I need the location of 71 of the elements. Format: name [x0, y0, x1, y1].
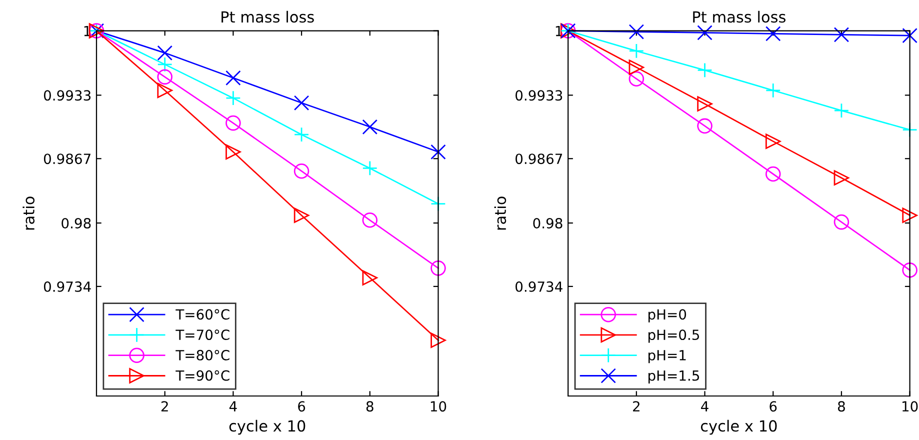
point: [226, 70, 241, 86]
point: [765, 26, 781, 42]
point: [902, 28, 918, 44]
legend-label: T=60°C: [176, 309, 230, 320]
x-tick-label: 6: [298, 401, 306, 412]
legend-label: pH=1: [648, 350, 686, 364]
x-tick-label: 8: [838, 401, 845, 412]
x-tick-label: 4: [229, 401, 237, 412]
y-axis-title: ratio: [22, 196, 35, 230]
chart-title: Pt mass loss: [693, 10, 786, 23]
point: [697, 118, 712, 134]
x-tick-label: 2: [161, 401, 168, 412]
point: [430, 144, 446, 160]
legend-label: pH=0.5: [648, 330, 700, 343]
point: [294, 126, 310, 142]
point: [697, 62, 712, 78]
point: [157, 45, 172, 61]
x-axis-title: cycle x 10: [229, 420, 306, 435]
point: [362, 270, 378, 286]
point: [362, 119, 378, 135]
point: [697, 96, 712, 112]
point: [226, 144, 241, 160]
point: [697, 25, 712, 40]
point: [362, 212, 378, 228]
point: [765, 134, 781, 149]
point: [765, 82, 781, 98]
point: [157, 82, 172, 98]
x-tick-label: 10: [430, 401, 446, 412]
legend-label: T=80°C: [176, 350, 230, 360]
x-tick-label: 10: [902, 401, 918, 412]
point: [226, 115, 241, 131]
point: [834, 214, 850, 230]
y-tick-label: 0.9734: [44, 281, 91, 292]
point: [157, 56, 172, 72]
point: [628, 43, 644, 59]
point: [834, 170, 850, 186]
point: [628, 71, 644, 86]
point: [362, 160, 378, 176]
point: [157, 69, 172, 85]
legend-label: pH=0: [648, 309, 686, 322]
point: [430, 260, 446, 276]
x-tick-label: 4: [701, 401, 708, 412]
legend-label: T=90°C: [176, 370, 230, 381]
legend-label: T=70°C: [176, 330, 230, 340]
y-tick-label: 0.98: [62, 218, 91, 228]
y-axis-title: ratio: [494, 196, 506, 230]
y-tick-label: 0.9734: [516, 281, 562, 292]
point: [834, 27, 850, 42]
y-tick-label: 0.9867: [516, 154, 562, 164]
point: [226, 90, 241, 106]
point: [294, 95, 310, 111]
point: [902, 122, 918, 138]
point: [294, 208, 310, 223]
x-tick-label: 6: [770, 401, 777, 412]
y-tick-label: 0.98: [533, 218, 562, 228]
y-tick-label: 0.9867: [44, 154, 90, 164]
point: [902, 262, 918, 278]
x-axis-title: cycle x 10: [700, 420, 777, 435]
x-tick-label: 2: [633, 401, 640, 412]
point: [430, 332, 446, 348]
point: [902, 208, 918, 223]
point: [765, 166, 781, 182]
y-tick-label: 0.9933: [516, 90, 562, 101]
point: [628, 24, 644, 40]
point: [294, 163, 310, 179]
chart-title: Pt mass loss: [222, 10, 314, 23]
legend-label: pH=1.5: [648, 370, 700, 384]
y-tick-label: 0.9933: [44, 90, 91, 101]
point: [628, 60, 644, 75]
point: [834, 102, 850, 118]
x-tick-label: 8: [366, 401, 374, 412]
